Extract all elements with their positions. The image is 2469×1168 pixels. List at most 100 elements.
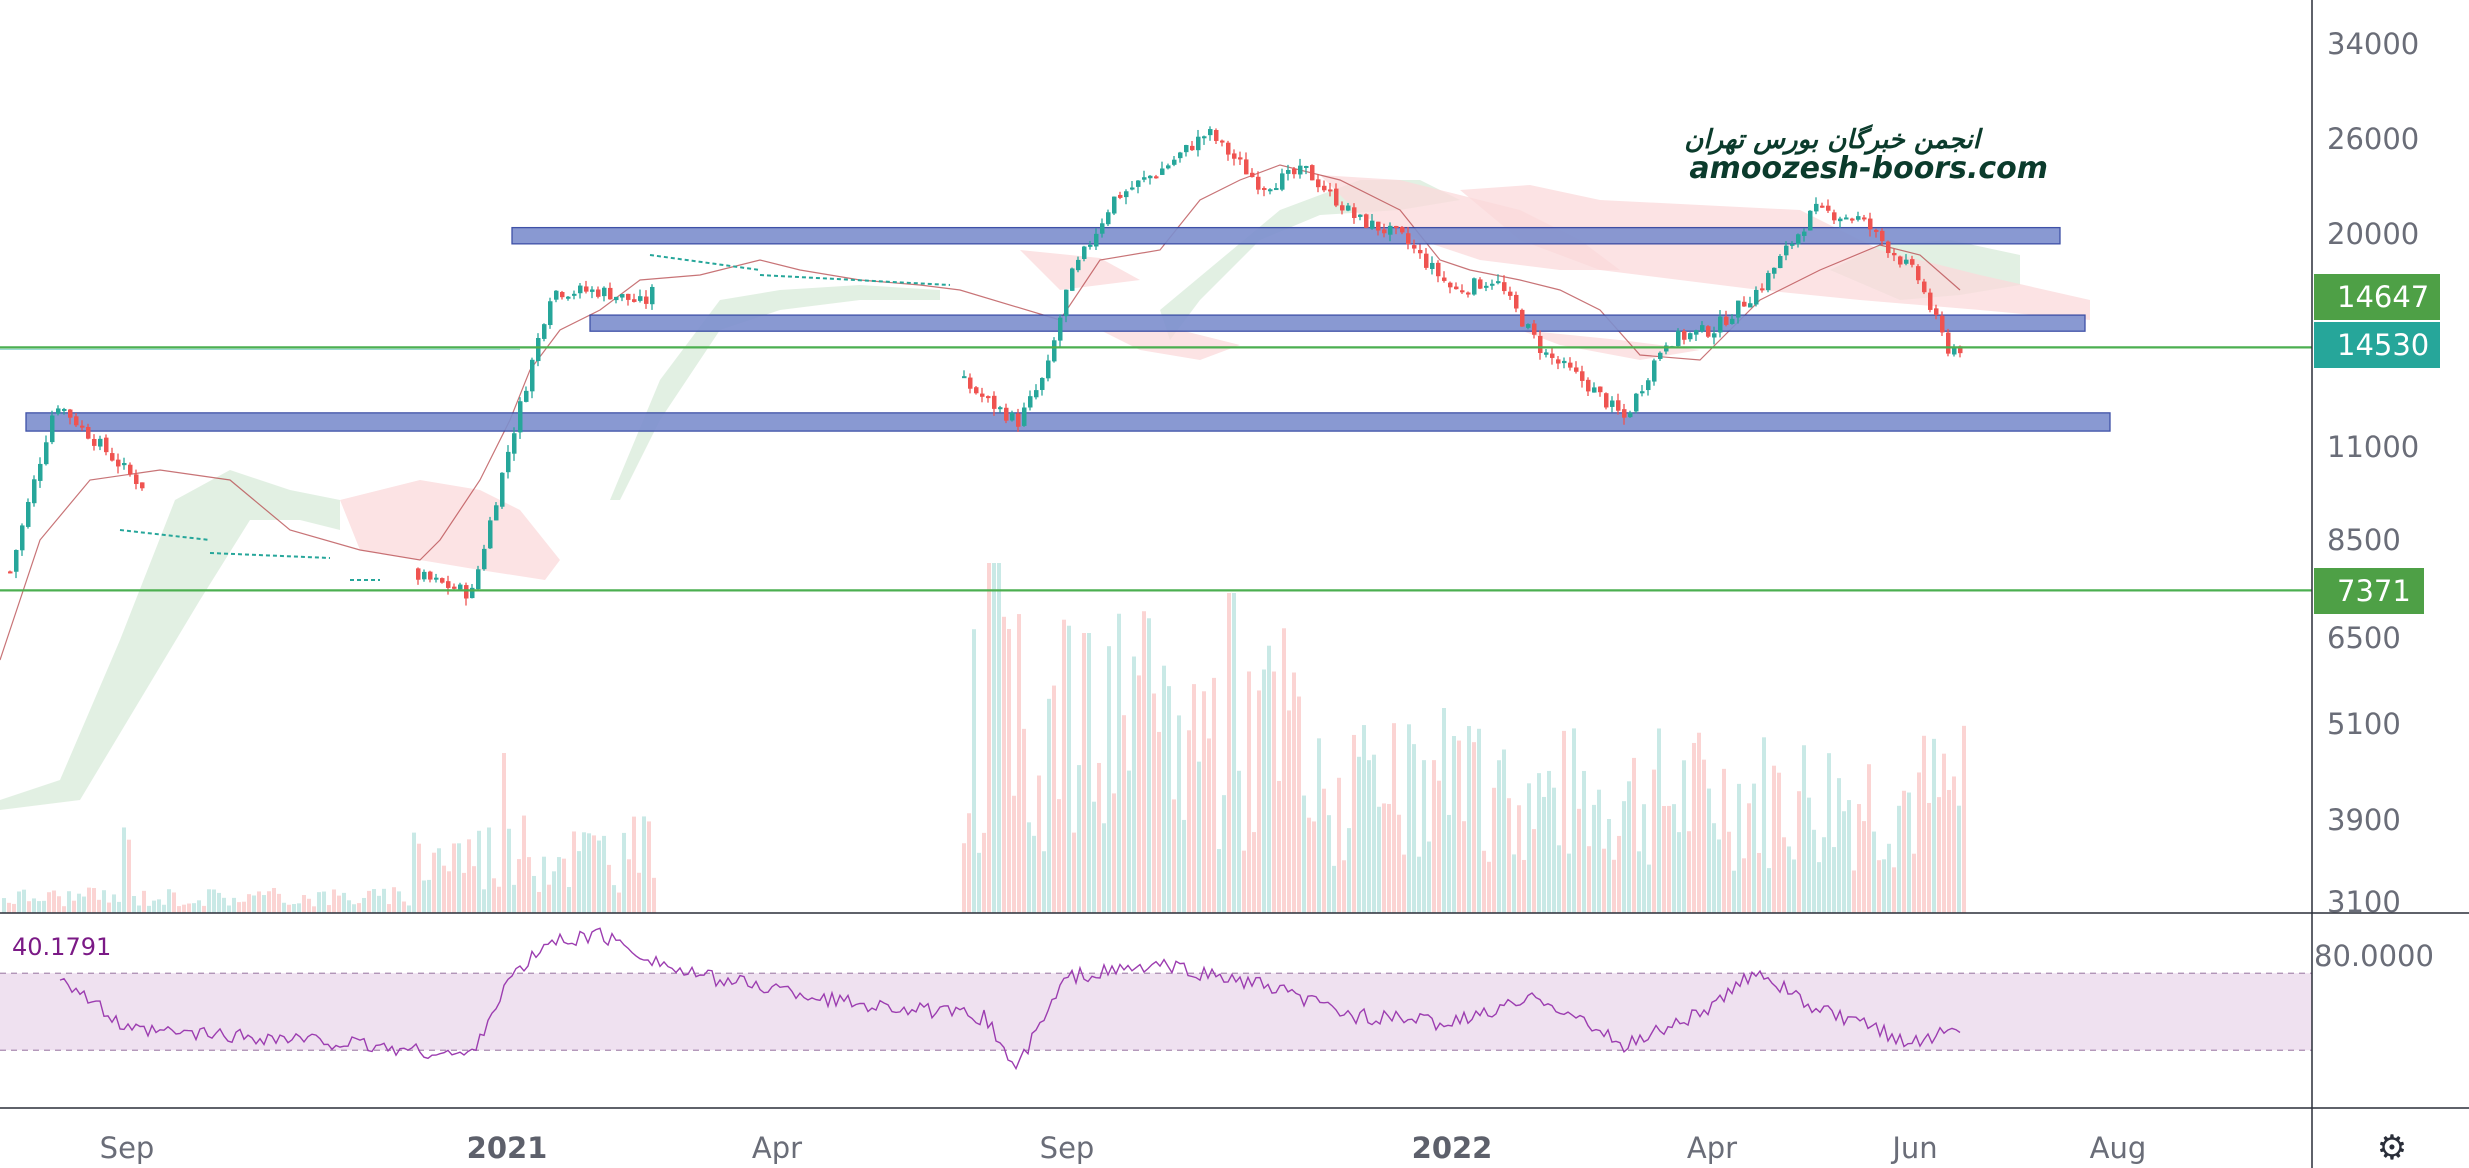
- candle-body: [140, 482, 145, 489]
- volume-bar: [1162, 665, 1166, 913]
- candle-body: [38, 463, 43, 481]
- price-badge[interactable]: 14647: [2314, 274, 2440, 320]
- volume-bar: [497, 886, 501, 913]
- price-tick-label: 34000: [2327, 27, 2419, 61]
- candle-body: [446, 581, 451, 588]
- volume-bar: [447, 871, 451, 913]
- candle-body: [1934, 308, 1939, 316]
- cloud-bear-segment: [1520, 330, 1700, 360]
- volume-bar: [477, 830, 481, 913]
- candle-body: [614, 296, 619, 301]
- candle-body: [1190, 145, 1195, 151]
- price-axis[interactable]: 3100 3900 5100 6500 8500 11000 20000 26000 34000…: [2314, 27, 2440, 973]
- time-tick-label: Sep: [100, 1131, 155, 1165]
- support-resistance-zones[interactable]: [25, 226, 2111, 432]
- volume-bar: [12, 903, 16, 913]
- volume-bar: [1507, 798, 1511, 913]
- candle-body: [1682, 331, 1687, 340]
- volume-bar: [257, 891, 261, 913]
- volume-bar: [417, 843, 421, 913]
- volume-bar: [1467, 726, 1471, 913]
- candle-body: [1040, 377, 1045, 390]
- candle-body: [1520, 309, 1525, 327]
- price-badge[interactable]: 14530: [2314, 322, 2440, 368]
- volume-bar: [1297, 696, 1301, 913]
- candle-body: [1352, 207, 1357, 218]
- volume-bar: [1082, 633, 1086, 913]
- candle-body: [1016, 413, 1021, 427]
- volume-bar: [97, 899, 101, 913]
- volume-bar: [572, 831, 576, 913]
- candle-body: [1082, 246, 1087, 259]
- candle-body: [1196, 136, 1201, 151]
- volume-bar: [1587, 846, 1591, 913]
- candlesticks: [8, 126, 1963, 606]
- volume-bar: [1447, 814, 1451, 913]
- volume-bar: [1397, 814, 1401, 913]
- volume-bar: [22, 889, 26, 913]
- time-tick-label: Sep: [1040, 1131, 1095, 1165]
- volume-bar: [1307, 817, 1311, 913]
- price-badge-bg: [2314, 568, 2424, 614]
- volume-bar: [1052, 685, 1056, 913]
- volume-bar: [1662, 806, 1666, 913]
- candle-body: [8, 571, 13, 574]
- candle-body: [1418, 249, 1423, 254]
- volume-bar: [1952, 776, 1956, 913]
- candle-body: [1004, 407, 1009, 421]
- time-axis[interactable]: Sep 2021 Apr Sep 2022 Apr Jun Aug: [100, 1131, 2147, 1165]
- candle-body: [1172, 159, 1177, 165]
- candle-body: [1916, 266, 1921, 281]
- volume-bar: [47, 892, 51, 913]
- candle-body: [1052, 340, 1057, 362]
- zone-rectangle: [589, 314, 2086, 332]
- price-tick-label: 3100: [2327, 885, 2401, 919]
- candle-body: [1580, 371, 1585, 381]
- candle-body: [1286, 170, 1291, 174]
- volume-bar: [377, 895, 381, 913]
- volume-bar: [1282, 628, 1286, 913]
- volume-bar: [32, 898, 36, 913]
- candle-body: [1202, 136, 1207, 139]
- volume-bar: [1597, 789, 1601, 913]
- volume-bar: [1272, 671, 1276, 913]
- volume-bar: [117, 901, 121, 913]
- volume-bar: [1857, 804, 1861, 913]
- volume-bar: [1867, 764, 1871, 913]
- volume-bar: [557, 857, 561, 913]
- candle-body: [86, 426, 91, 439]
- candle-body: [1424, 253, 1429, 268]
- candle-body: [1460, 290, 1465, 293]
- volume-bar: [1677, 832, 1681, 913]
- candle-body: [1778, 255, 1783, 269]
- volume-bar: [1422, 760, 1426, 913]
- volume-bar: [277, 893, 281, 913]
- candle-body: [1898, 256, 1903, 265]
- volume-bar: [452, 843, 456, 913]
- flat-price-dash: [119, 529, 211, 541]
- volume-bar: [1472, 742, 1476, 913]
- candle-body: [416, 568, 421, 580]
- volume-bar: [977, 852, 981, 913]
- price-badge[interactable]: 7371: [2314, 568, 2424, 614]
- volume-bar: [1457, 740, 1461, 913]
- volume-bar: [1762, 737, 1766, 913]
- volume-bar: [552, 871, 556, 913]
- volume-bar: [1832, 847, 1836, 913]
- candle-body: [1394, 225, 1399, 228]
- volume-bar: [122, 827, 126, 913]
- candle-body: [1862, 217, 1867, 220]
- candle-body: [1586, 379, 1591, 392]
- volume-bar: [17, 891, 21, 913]
- volume-bar: [1842, 811, 1846, 913]
- volume-bar: [252, 895, 256, 913]
- volume-bar: [392, 887, 396, 913]
- candle-body: [1064, 289, 1069, 317]
- volume-bar: [182, 904, 186, 913]
- horizontal-lines[interactable]: [0, 346, 2312, 592]
- volume-bar: [1317, 738, 1321, 913]
- volume-bar: [1812, 829, 1816, 913]
- gear-icon[interactable]: ⚙: [2376, 1128, 2408, 1168]
- candle-body: [1448, 282, 1453, 288]
